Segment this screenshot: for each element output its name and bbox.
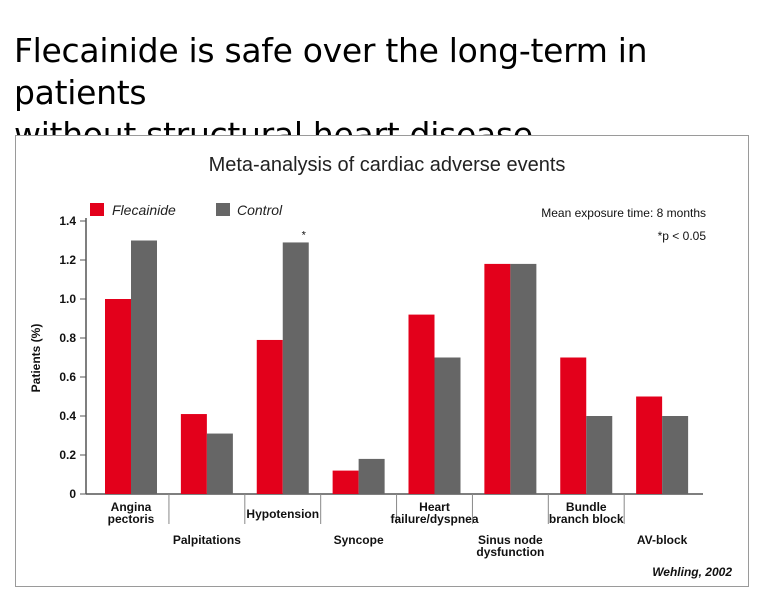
legend-label-flecainide: Flecainide (112, 202, 176, 218)
category-label: failure/dyspnea (390, 512, 478, 526)
chart-title: Meta-analysis of cardiac adverse events (209, 154, 566, 176)
bar-flecainide (636, 396, 663, 494)
bar-flecainide (256, 339, 283, 494)
y-tick-label: 1.2 (59, 253, 76, 267)
bar-control (206, 433, 233, 494)
category-label: Angina (111, 500, 152, 514)
bar-flecainide (180, 414, 207, 494)
y-tick-label: 1.4 (59, 214, 76, 228)
bar-control (662, 416, 689, 494)
category-label: Bundle (566, 500, 607, 514)
bar-control (282, 242, 309, 494)
exposure-note: Mean exposure time: 8 months (541, 206, 706, 220)
legend-swatch-flecainide (90, 203, 104, 216)
category-label: pectoris (108, 512, 155, 526)
bar-control (131, 240, 157, 494)
source-citation: Wehling, 2002 (652, 565, 732, 579)
legend-swatch-control (216, 203, 230, 216)
bar-control (586, 416, 613, 494)
bar-control (358, 458, 385, 494)
bar-flecainide (484, 263, 511, 494)
chart-panel: Meta-analysis of cardiac adverse events … (15, 135, 749, 587)
bar-control (434, 357, 461, 494)
bar-flecainide (332, 470, 359, 494)
bar-control (510, 263, 537, 494)
category-label: Heart (419, 500, 450, 514)
legend-label-control: Control (237, 202, 283, 218)
category-label: Palpitations (173, 533, 241, 547)
category-label: branch block (549, 512, 624, 526)
category-label: Hypotension (246, 507, 319, 521)
y-tick-label: 0.8 (59, 331, 76, 345)
y-tick-label: 0 (69, 487, 76, 501)
y-tick-label: 0.6 (59, 370, 76, 384)
y-tick-label: 0.4 (59, 409, 76, 423)
significance-marker: * (302, 229, 307, 241)
bar-flecainide (105, 299, 131, 494)
bar-flecainide (408, 314, 435, 494)
category-label: AV-block (637, 533, 688, 547)
bar-chart: Meta-analysis of cardiac adverse events … (29, 154, 732, 579)
category-label: dysfunction (476, 545, 544, 559)
y-tick-label: 0.2 (59, 448, 76, 462)
category-label: Sinus node (478, 533, 543, 547)
significance-note: *p < 0.05 (658, 229, 707, 243)
slide-title-line-1: Flecainide is safe over the long-term in… (14, 31, 648, 112)
y-tick-label: 1.0 (59, 292, 76, 306)
y-axis-label: Patients (%) (29, 324, 43, 393)
bar-flecainide (560, 357, 587, 494)
category-label: Syncope (334, 533, 384, 547)
